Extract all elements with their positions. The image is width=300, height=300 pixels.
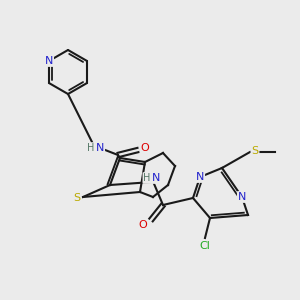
Text: S: S (251, 146, 259, 156)
Text: N: N (45, 56, 53, 66)
Text: O: O (139, 220, 147, 230)
Text: N: N (152, 173, 160, 183)
Text: S: S (74, 193, 81, 203)
Text: O: O (141, 143, 149, 153)
Text: N: N (238, 192, 246, 202)
Text: H: H (87, 143, 95, 153)
Text: N: N (196, 172, 204, 182)
Text: Cl: Cl (200, 241, 210, 251)
Text: N: N (96, 143, 104, 153)
Text: H: H (143, 173, 151, 183)
